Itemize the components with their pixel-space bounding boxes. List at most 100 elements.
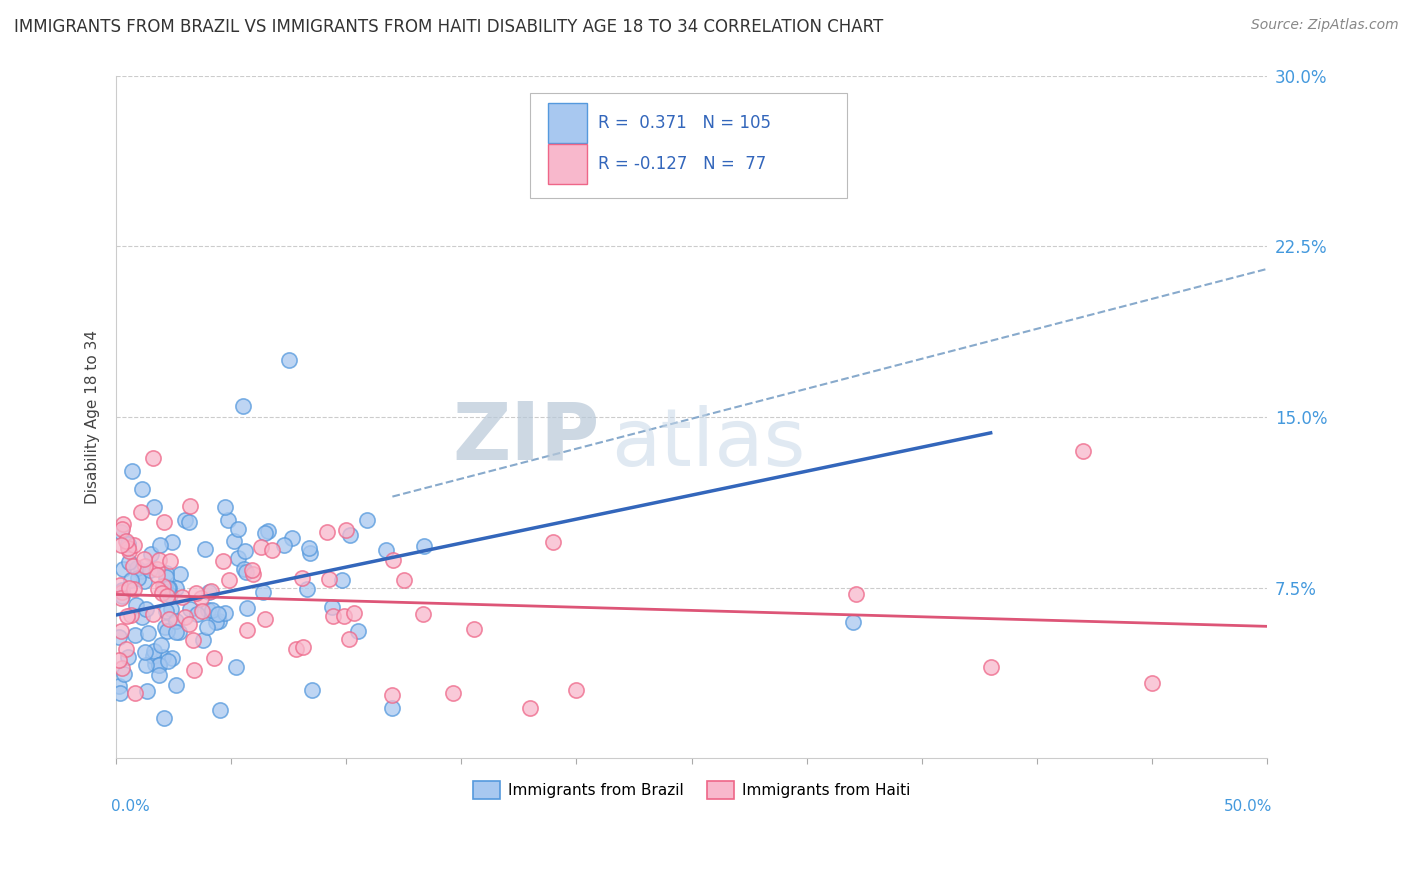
Point	[156, 624, 179, 638]
Point	[202, 651, 225, 665]
Point	[162, 534, 184, 549]
Point	[291, 640, 314, 654]
Point	[214, 607, 236, 621]
Point	[153, 620, 176, 634]
Point	[111, 583, 134, 598]
Point	[207, 607, 229, 621]
Point	[191, 633, 214, 648]
Point	[190, 604, 212, 618]
Point	[142, 451, 165, 466]
Point	[134, 552, 156, 566]
Point	[204, 615, 226, 630]
Point	[233, 562, 256, 576]
Point	[153, 711, 176, 725]
Point	[117, 536, 139, 550]
Point	[337, 632, 360, 646]
Point	[146, 567, 169, 582]
Point	[148, 657, 170, 672]
Point	[124, 598, 146, 612]
Point	[250, 540, 273, 554]
Point	[208, 703, 231, 717]
Point	[177, 516, 200, 530]
Point	[242, 562, 264, 576]
Point	[177, 617, 200, 632]
Point	[170, 590, 193, 604]
Point	[135, 602, 157, 616]
Point	[333, 609, 356, 624]
Point	[235, 565, 257, 579]
Point	[174, 610, 197, 624]
Point	[181, 632, 204, 647]
Point	[845, 587, 868, 601]
Point	[107, 630, 129, 644]
Point	[519, 701, 541, 715]
Point	[252, 585, 274, 599]
Point	[155, 570, 177, 584]
Point	[121, 464, 143, 478]
Point	[207, 614, 229, 628]
Point	[155, 604, 177, 618]
Point	[225, 660, 247, 674]
Point	[277, 353, 299, 368]
Point	[157, 581, 180, 595]
Point	[156, 654, 179, 668]
Point	[339, 528, 361, 542]
Point	[412, 540, 434, 554]
Point	[394, 573, 416, 587]
Point	[148, 658, 170, 673]
Point	[183, 663, 205, 677]
Point	[153, 516, 176, 530]
Point	[110, 591, 132, 605]
Point	[115, 534, 138, 549]
Point	[146, 562, 169, 576]
Point	[155, 566, 177, 580]
Point	[165, 614, 187, 628]
Point	[136, 626, 159, 640]
Point	[463, 623, 485, 637]
Point	[818, 148, 841, 162]
Point	[149, 538, 172, 552]
Point	[298, 541, 321, 555]
Point	[110, 624, 132, 638]
Point	[111, 517, 134, 532]
Point	[195, 620, 218, 634]
Point	[142, 500, 165, 515]
Point	[242, 566, 264, 581]
Text: atlas: atlas	[612, 405, 806, 483]
Point	[232, 399, 254, 413]
Point	[214, 500, 236, 515]
Point	[132, 574, 155, 588]
Point	[541, 534, 564, 549]
Point	[381, 701, 404, 715]
Point	[111, 661, 134, 675]
Point	[173, 513, 195, 527]
Point	[134, 645, 156, 659]
Point	[343, 606, 366, 620]
Point	[290, 571, 312, 585]
Point	[134, 558, 156, 573]
Point	[356, 513, 378, 527]
Point	[117, 541, 139, 555]
Point	[330, 573, 353, 587]
Point	[111, 585, 134, 599]
Point	[441, 685, 464, 699]
Point	[135, 684, 157, 698]
Point	[150, 586, 173, 600]
Point	[254, 612, 277, 626]
Point	[194, 542, 217, 557]
Point	[150, 638, 173, 652]
Point	[152, 649, 174, 664]
Point	[142, 607, 165, 622]
Point	[167, 624, 190, 639]
Point	[322, 609, 344, 624]
Point	[157, 581, 180, 595]
Point	[157, 612, 180, 626]
Point	[148, 553, 170, 567]
Point	[212, 554, 235, 568]
Point	[841, 615, 863, 629]
Point	[143, 657, 166, 671]
Point	[108, 578, 131, 592]
Point	[179, 602, 201, 616]
Point	[226, 522, 249, 536]
Point	[165, 678, 187, 692]
